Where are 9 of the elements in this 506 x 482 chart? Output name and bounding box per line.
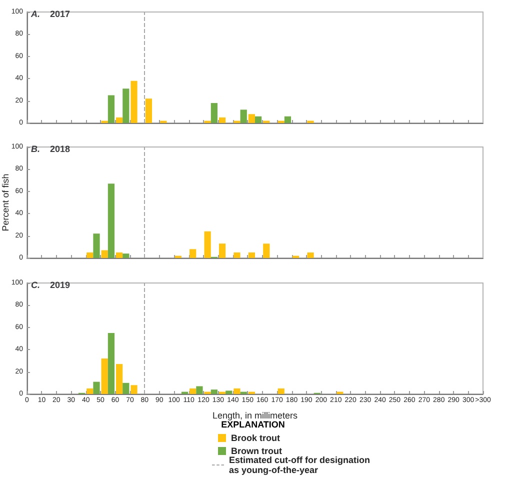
x-axis-title: Length, in millimeters [212,410,298,420]
chart-title: C. 2019 [31,280,70,290]
chart-title: B. 2018 [31,144,70,154]
legend-label: Brown trout [231,446,282,456]
legend-label: Estimated cut-off for designation as young-of-the-year [229,455,373,475]
chart-title: A. 2017 [30,9,70,19]
y-axis-title: Percent of fish [0,174,10,232]
legend-label: Brook trout [231,433,280,443]
legend-title: EXPLANATION [221,420,285,430]
